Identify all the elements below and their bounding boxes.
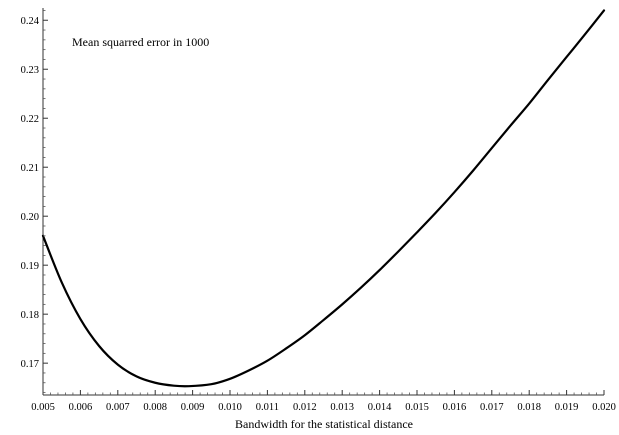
x-tick-label: 0.011 <box>256 402 279 413</box>
x-tick-label: 0.019 <box>555 402 579 413</box>
y-tick-label: 0.22 <box>21 114 39 125</box>
chart-annotation: Mean squarred error in 1000 <box>72 35 209 49</box>
x-tick-label: 0.017 <box>480 402 504 413</box>
chart-axes <box>42 8 604 396</box>
x-tick-label: 0.010 <box>218 402 242 413</box>
x-tick-label: 0.009 <box>181 402 205 413</box>
y-tick-label: 0.20 <box>21 212 39 223</box>
y-tick-label: 0.19 <box>21 261 39 272</box>
chart-ticks: 0.005 0.006 0.007 0.008 0.009 0.010 0.011 0.012… <box>21 10 616 413</box>
x-tick-label: 0.007 <box>106 402 130 413</box>
chart-series <box>41 9 606 388</box>
y-tick-label: 0.17 <box>21 359 39 370</box>
series-line <box>41 9 606 388</box>
y-tick-label: 0.23 <box>21 65 39 76</box>
x-tick-label: 0.020 <box>592 402 616 413</box>
x-tick-label: 0.006 <box>69 402 93 413</box>
x-tick-label: 0.013 <box>330 402 354 413</box>
y-tick-label: 0.21 <box>21 163 39 174</box>
x-tick-label: 0.014 <box>368 402 392 413</box>
x-tick-label: 0.005 <box>31 402 55 413</box>
x-tick-label: 0.018 <box>517 402 541 413</box>
x-tick-label: 0.016 <box>443 402 467 413</box>
y-tick-label: 0.24 <box>21 16 40 27</box>
x-tick-label: 0.012 <box>293 402 317 413</box>
x-axis-label: Bandwidth for the statistical distance <box>235 417 413 431</box>
x-tick-label: 0.015 <box>405 402 429 413</box>
x-tick-label: 0.008 <box>143 402 167 413</box>
y-tick-label: 0.18 <box>21 310 39 321</box>
